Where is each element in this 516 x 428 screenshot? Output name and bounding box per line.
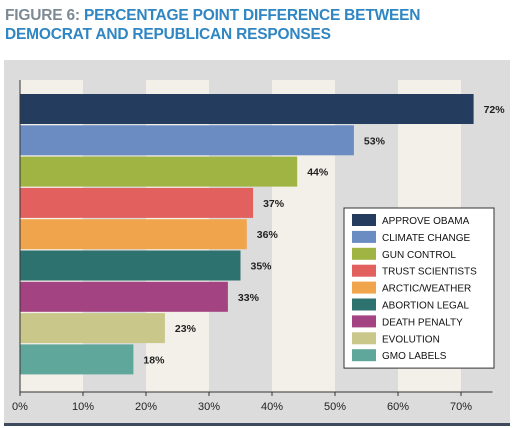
x-tick-label: 70% bbox=[450, 401, 472, 413]
bar-abortion-legal bbox=[20, 250, 241, 281]
bar-death-penalty bbox=[20, 281, 228, 312]
figure-title: FIGURE 6: PERCENTAGE POINT DIFFERENCE BE… bbox=[5, 6, 505, 44]
x-axis: 0% 10% 20% 30% 40% 50% 60% 70% bbox=[12, 80, 493, 413]
bar-trust-scientists bbox=[20, 187, 254, 218]
value-label: 72% bbox=[484, 104, 506, 116]
bar-chart: 72% 53% 44% 37% 36% 35% 33% 23% 18% 0% 10% 20% 30% 4… bbox=[12, 80, 505, 413]
legend-entry: CLIMATE CHANGE bbox=[382, 233, 470, 244]
x-tick-label: 30% bbox=[198, 401, 220, 413]
bar-arctic-weather bbox=[20, 219, 247, 250]
legend-entry: ARCTIC/WEATHER bbox=[382, 284, 471, 295]
bar-climate-change bbox=[20, 125, 354, 156]
value-label: 35% bbox=[251, 261, 273, 273]
legend-swatch bbox=[352, 264, 376, 277]
legend-entry: GUN CONTROL bbox=[382, 250, 456, 261]
bar-approve-obama bbox=[20, 94, 474, 124]
legend-entry: TRUST SCIENTISTS bbox=[382, 267, 477, 278]
x-tick-label: 0% bbox=[12, 401, 28, 413]
figure-label: FIGURE 6: bbox=[5, 7, 80, 24]
legend-swatch bbox=[352, 247, 376, 260]
value-label: 37% bbox=[263, 198, 285, 210]
legend-swatch bbox=[352, 315, 376, 328]
value-label: 18% bbox=[143, 354, 165, 366]
legend-entry: DEATH PENALTY bbox=[382, 317, 463, 328]
x-tick-label: 50% bbox=[324, 401, 346, 413]
value-label: 36% bbox=[257, 229, 279, 241]
legend-entry: GMO LABELS bbox=[382, 351, 447, 362]
chart-frame: 72% 53% 44% 37% 36% 35% 33% 23% 18% 0% 10% 20% 30% 4… bbox=[4, 60, 510, 426]
figure-title-text: PERCENTAGE POINT DIFFERENCE BETWEEN DEMO… bbox=[5, 7, 421, 43]
value-label: 23% bbox=[175, 323, 197, 335]
x-tick-label: 60% bbox=[387, 401, 409, 413]
value-labels: 72% 53% 44% 37% 36% 35% 33% 23% 18% bbox=[143, 104, 505, 366]
legend-swatch bbox=[352, 332, 376, 345]
legend-entry: EVOLUTION bbox=[382, 334, 440, 345]
x-tick-label: 20% bbox=[135, 401, 157, 413]
legend-entry: APPROVE OBAMA bbox=[382, 216, 470, 227]
x-tick-label: 10% bbox=[72, 401, 94, 413]
legend-swatch bbox=[352, 230, 376, 243]
value-label: 33% bbox=[238, 292, 260, 304]
bars bbox=[20, 94, 474, 375]
value-label: 53% bbox=[364, 135, 386, 147]
bar-gun-control bbox=[20, 156, 298, 187]
legend-swatch bbox=[352, 349, 376, 362]
bar-evolution bbox=[20, 313, 165, 344]
value-label: 44% bbox=[307, 167, 329, 179]
legend-swatch bbox=[352, 281, 376, 294]
legend-swatch bbox=[352, 214, 376, 226]
x-tick-label: 40% bbox=[261, 401, 283, 413]
bar-gmo-labels bbox=[20, 344, 134, 375]
legend-entry: ABORTION LEGAL bbox=[382, 301, 470, 312]
legend-swatch bbox=[352, 298, 376, 311]
legend: APPROVE OBAMA CLIMATE CHANGE GUN CONTROL TR… bbox=[343, 207, 495, 369]
